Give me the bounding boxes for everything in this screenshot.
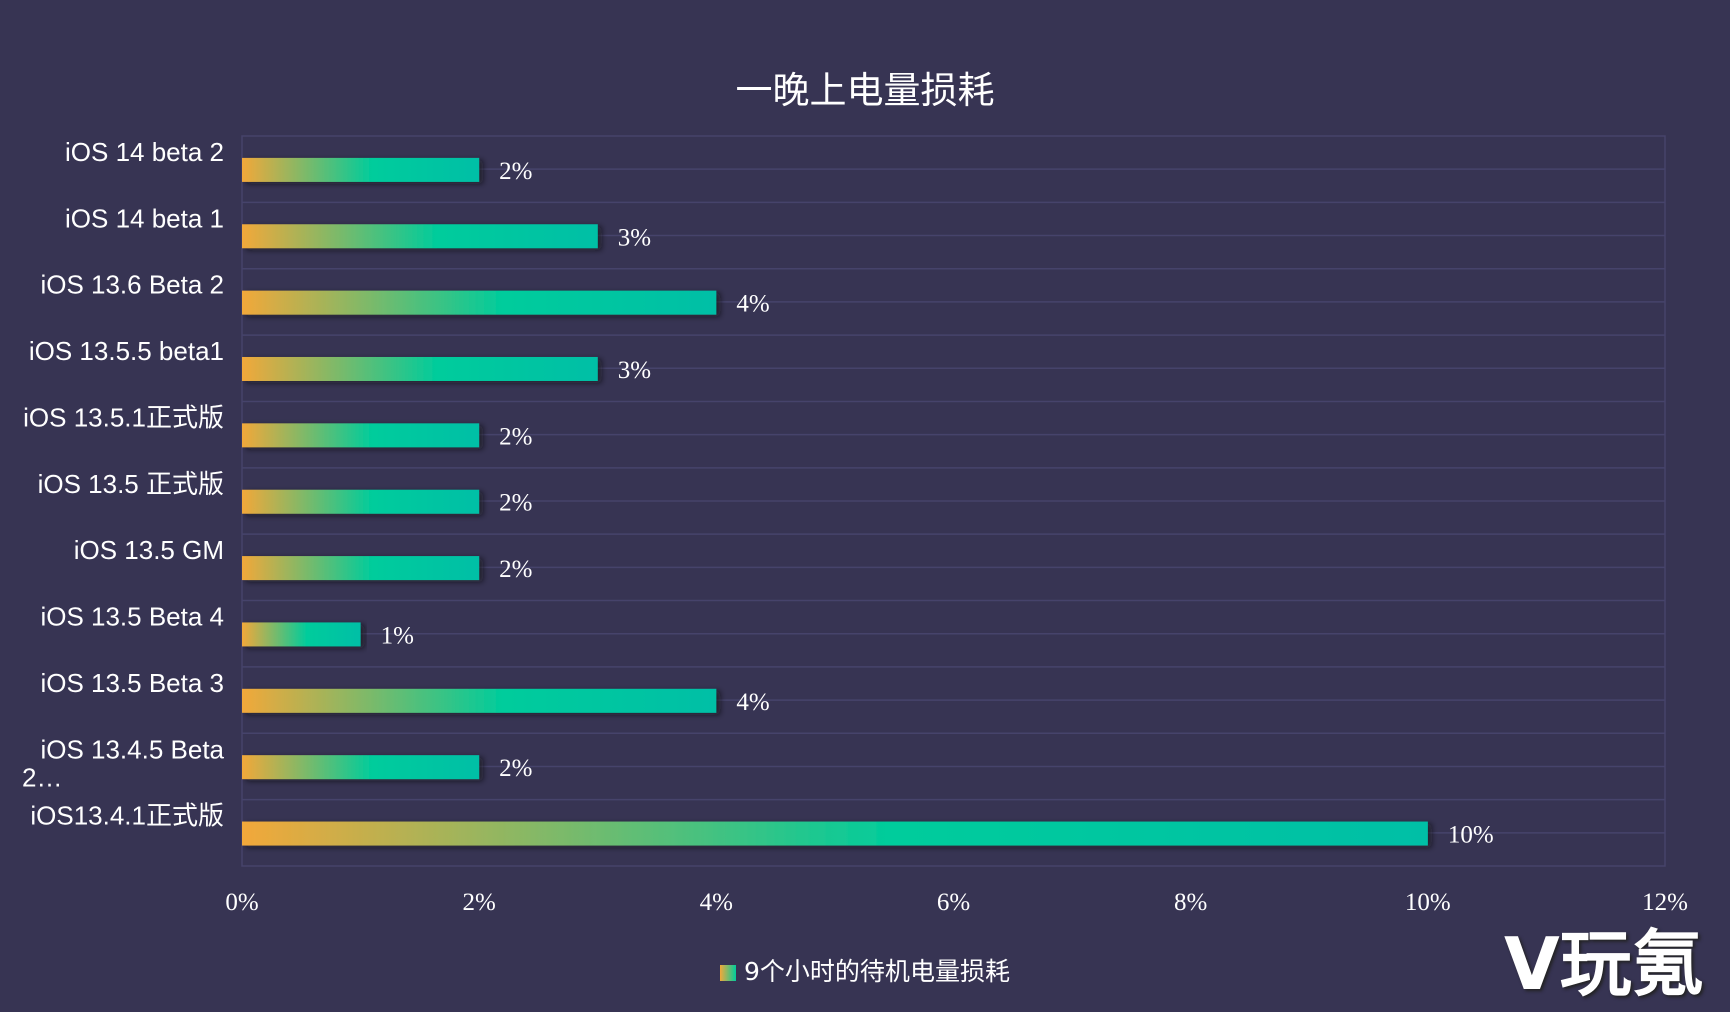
bar [242,622,361,647]
data-label: 2% [499,755,532,782]
category-label: iOS 13.4.5 Beta 2… [22,734,225,792]
data-label: 2% [499,556,532,583]
bar [242,489,480,514]
bar [242,556,480,581]
data-label: 3% [618,357,651,384]
category-label: iOS 13.6 Beta 2 [40,270,224,300]
x-tick-label: 10% [1405,889,1451,916]
data-label: 4% [736,689,769,716]
category-label: iOS 13.5.1正式版 [23,402,224,432]
category-label: iOS 13.5.5 beta1 [29,336,224,366]
bar [242,755,480,780]
bar [242,356,598,381]
data-label: 2% [499,423,532,450]
category-label: iOS 13.5 正式版 [38,469,224,499]
category-label: iOS 14 beta 2 [65,137,224,167]
legend: 9个小时的待机电量损耗 [0,952,1730,988]
x-tick-label: 0% [225,889,258,916]
bar [242,821,1428,846]
bar [242,157,480,182]
bar [242,688,717,713]
category-label: iOS 13.5 GM [74,535,224,565]
category-label: iOS13.4.1正式版 [30,801,224,831]
x-tick-label: 8% [1174,889,1207,916]
data-label: 2% [499,158,532,185]
x-tick-label: 6% [937,889,970,916]
bar [242,224,598,249]
watermark-logo: V玩氪 [1504,922,1704,1006]
category-label: iOS 14 beta 1 [65,203,224,233]
category-label: iOS 13.5 Beta 3 [40,668,224,698]
data-label: 10% [1448,822,1494,849]
data-label: 4% [736,291,769,318]
data-label: 3% [618,224,651,251]
bar [242,290,717,315]
x-tick-label: 12% [1642,889,1688,916]
legend-label: 9个小时的待机电量损耗 [744,957,1010,986]
legend-swatch [720,965,737,981]
chart-title: 一晚上电量损耗 [735,69,995,112]
x-tick-label: 2% [463,889,496,916]
category-label: iOS 13.5 Beta 4 [40,602,224,632]
data-label: 2% [499,490,532,517]
data-label: 1% [381,622,414,649]
bar [242,423,480,448]
x-tick-label: 4% [700,889,733,916]
